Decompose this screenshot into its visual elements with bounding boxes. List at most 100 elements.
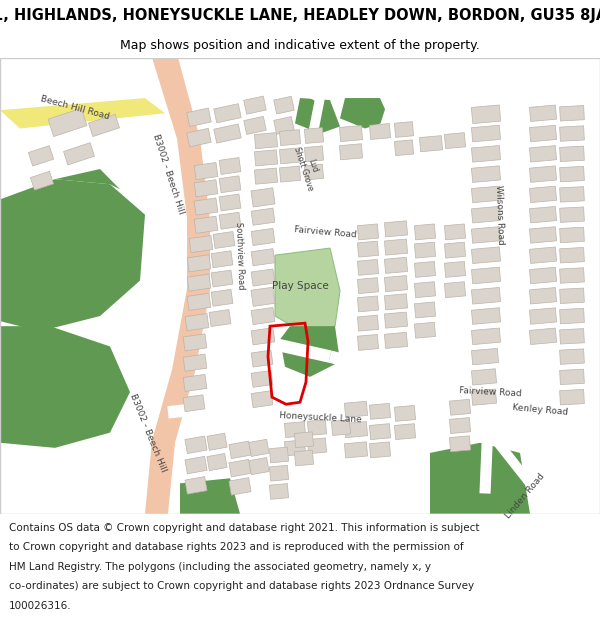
Polygon shape bbox=[449, 399, 470, 415]
Text: B3002 - Beech Hill: B3002 - Beech Hill bbox=[128, 392, 168, 473]
Polygon shape bbox=[529, 146, 557, 162]
Polygon shape bbox=[472, 206, 500, 223]
Polygon shape bbox=[185, 456, 207, 474]
Polygon shape bbox=[415, 322, 436, 338]
Polygon shape bbox=[219, 176, 241, 192]
Polygon shape bbox=[560, 126, 584, 141]
Polygon shape bbox=[187, 274, 211, 291]
Polygon shape bbox=[529, 328, 557, 344]
Polygon shape bbox=[385, 221, 407, 237]
Polygon shape bbox=[295, 450, 314, 466]
Polygon shape bbox=[207, 454, 227, 471]
Text: B3002 - Beech Hill: B3002 - Beech Hill bbox=[151, 133, 185, 215]
Text: Fairview Road: Fairview Road bbox=[458, 386, 521, 398]
Polygon shape bbox=[295, 432, 314, 447]
Polygon shape bbox=[187, 108, 211, 127]
Polygon shape bbox=[560, 369, 584, 384]
Polygon shape bbox=[344, 421, 368, 437]
Polygon shape bbox=[529, 186, 557, 202]
Polygon shape bbox=[472, 146, 500, 162]
Polygon shape bbox=[529, 126, 557, 142]
Polygon shape bbox=[340, 126, 362, 142]
Polygon shape bbox=[529, 308, 557, 324]
Polygon shape bbox=[183, 374, 207, 391]
Polygon shape bbox=[385, 239, 407, 255]
Polygon shape bbox=[229, 441, 251, 459]
Polygon shape bbox=[214, 104, 241, 123]
Polygon shape bbox=[529, 206, 557, 223]
Polygon shape bbox=[472, 166, 500, 182]
Polygon shape bbox=[445, 261, 466, 278]
Polygon shape bbox=[304, 164, 323, 180]
Polygon shape bbox=[385, 312, 407, 328]
Polygon shape bbox=[254, 168, 278, 184]
Polygon shape bbox=[307, 438, 326, 454]
Text: Contains OS data © Crown copyright and database right 2021. This information is : Contains OS data © Crown copyright and d… bbox=[9, 522, 479, 532]
Polygon shape bbox=[560, 268, 584, 283]
Polygon shape bbox=[529, 227, 557, 243]
Polygon shape bbox=[472, 186, 500, 202]
Polygon shape bbox=[251, 249, 275, 266]
Polygon shape bbox=[183, 354, 207, 371]
Polygon shape bbox=[214, 124, 241, 143]
Polygon shape bbox=[560, 228, 584, 242]
Polygon shape bbox=[187, 293, 211, 311]
Polygon shape bbox=[274, 117, 294, 134]
Polygon shape bbox=[394, 406, 416, 421]
Polygon shape bbox=[415, 224, 436, 240]
Polygon shape bbox=[194, 180, 218, 197]
Polygon shape bbox=[280, 129, 301, 146]
Polygon shape bbox=[251, 350, 273, 367]
Polygon shape bbox=[358, 334, 379, 351]
Polygon shape bbox=[358, 296, 379, 312]
Text: Linden Road: Linden Road bbox=[503, 471, 547, 520]
Polygon shape bbox=[194, 162, 218, 179]
Polygon shape bbox=[394, 424, 416, 439]
Text: HM Land Registry. The polygons (including the associated geometry, namely x, y: HM Land Registry. The polygons (includin… bbox=[9, 562, 431, 572]
Polygon shape bbox=[358, 224, 379, 240]
Polygon shape bbox=[560, 308, 584, 324]
Polygon shape bbox=[189, 236, 213, 252]
Text: co-ordinates) are subject to Crown copyright and database rights 2023 Ordnance S: co-ordinates) are subject to Crown copyr… bbox=[9, 581, 474, 591]
Polygon shape bbox=[185, 436, 207, 454]
Polygon shape bbox=[0, 98, 165, 129]
Polygon shape bbox=[28, 146, 53, 166]
Polygon shape bbox=[449, 418, 470, 434]
Polygon shape bbox=[358, 241, 379, 257]
Polygon shape bbox=[445, 242, 466, 258]
Polygon shape bbox=[219, 158, 241, 174]
Polygon shape bbox=[385, 294, 407, 310]
Polygon shape bbox=[211, 251, 233, 268]
Polygon shape bbox=[284, 440, 305, 456]
Polygon shape bbox=[280, 166, 301, 182]
Polygon shape bbox=[48, 108, 87, 136]
Polygon shape bbox=[183, 395, 205, 412]
Polygon shape bbox=[187, 255, 211, 272]
Polygon shape bbox=[284, 422, 305, 437]
Polygon shape bbox=[370, 403, 391, 419]
Polygon shape bbox=[249, 439, 269, 456]
Polygon shape bbox=[244, 116, 266, 134]
Polygon shape bbox=[244, 96, 266, 114]
Polygon shape bbox=[0, 326, 130, 448]
Polygon shape bbox=[394, 140, 413, 156]
Polygon shape bbox=[472, 288, 500, 304]
Polygon shape bbox=[415, 242, 436, 258]
Polygon shape bbox=[229, 459, 251, 477]
Polygon shape bbox=[280, 148, 301, 164]
Polygon shape bbox=[344, 401, 368, 418]
Polygon shape bbox=[251, 208, 275, 225]
Polygon shape bbox=[275, 248, 340, 333]
Polygon shape bbox=[430, 442, 530, 514]
Polygon shape bbox=[560, 106, 584, 121]
Polygon shape bbox=[209, 309, 231, 326]
Polygon shape bbox=[560, 146, 584, 161]
Polygon shape bbox=[445, 132, 466, 149]
Polygon shape bbox=[358, 278, 379, 294]
Polygon shape bbox=[529, 288, 557, 304]
Polygon shape bbox=[472, 125, 500, 142]
Polygon shape bbox=[529, 105, 557, 121]
Polygon shape bbox=[445, 282, 466, 298]
Polygon shape bbox=[187, 128, 211, 147]
Polygon shape bbox=[385, 332, 407, 348]
